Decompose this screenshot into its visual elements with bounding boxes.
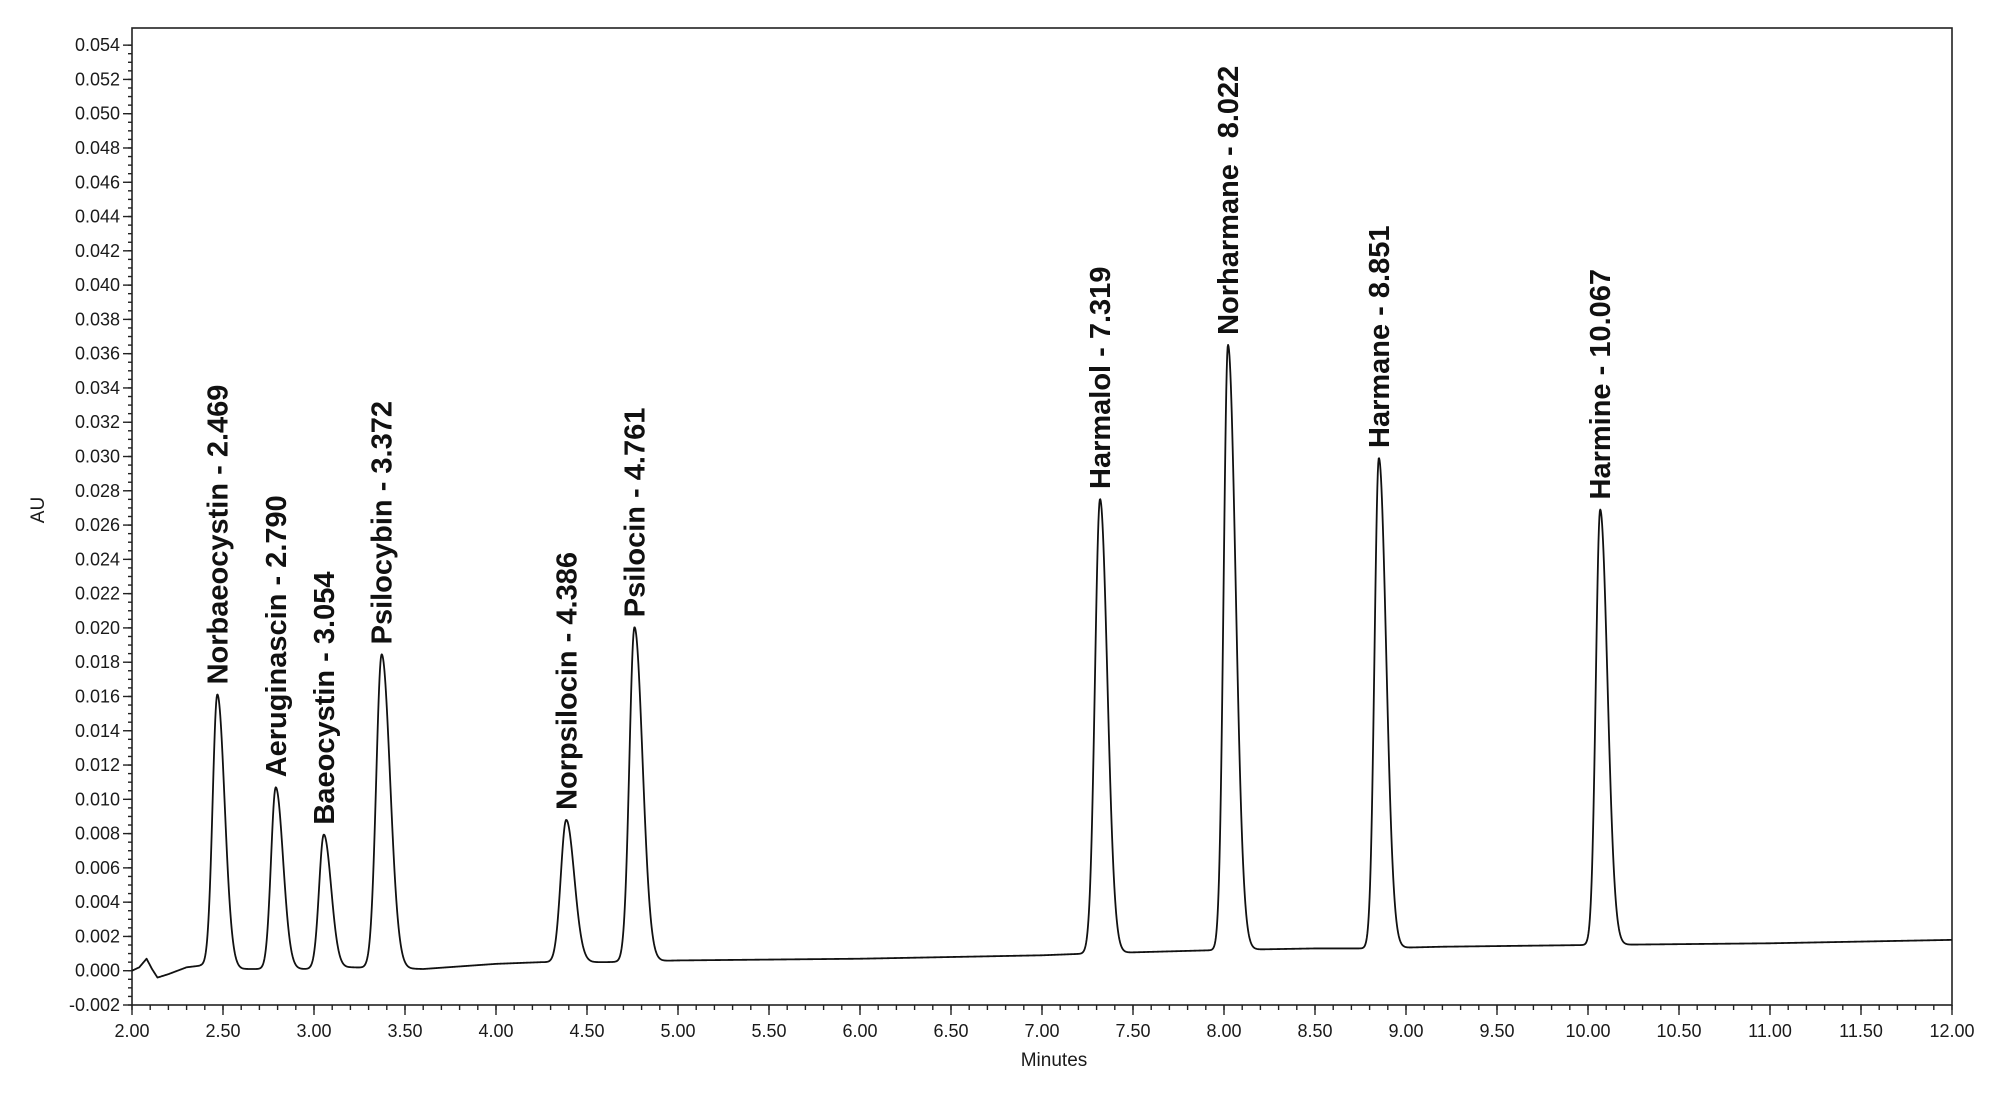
y-tick-label: 0.010 <box>75 789 120 809</box>
y-tick-label: 0.022 <box>75 584 120 604</box>
peak-label: Psilocin - 4.761 <box>620 408 652 618</box>
y-tick-label: 0.020 <box>75 618 120 638</box>
x-tick-label: 5.00 <box>660 1021 695 1041</box>
y-tick-label: 0.032 <box>75 412 120 432</box>
y-tick-label: 0.054 <box>75 35 120 55</box>
y-tick-label: 0.000 <box>75 961 120 981</box>
y-tick-label: 0.044 <box>75 207 120 227</box>
x-tick-label: 6.00 <box>842 1021 877 1041</box>
peak-label: Psilocybin - 3.372 <box>367 401 399 644</box>
peak-label: Harmane - 8.851 <box>1364 226 1396 448</box>
y-tick-label: 0.046 <box>75 172 120 192</box>
chromatogram-trace <box>131 344 1953 979</box>
x-tick-label: 2.50 <box>205 1021 240 1041</box>
y-tick-label: 0.026 <box>75 515 120 535</box>
y-tick-label: 0.018 <box>75 652 120 672</box>
x-tick-label: 6.50 <box>933 1021 968 1041</box>
peak-label: Harmine - 10.067 <box>1585 269 1617 500</box>
x-tick-label: 9.50 <box>1479 1021 1514 1041</box>
x-tick-label: 7.00 <box>1024 1021 1059 1041</box>
y-tick-label: 0.012 <box>75 755 120 775</box>
y-tick-label: 0.048 <box>75 138 120 158</box>
x-tick-label: 3.50 <box>387 1021 422 1041</box>
x-tick-label: 11.50 <box>1839 1021 1883 1041</box>
plot-frame <box>131 27 1953 1006</box>
y-axis-title: AU <box>28 497 49 523</box>
y-tick-label: 0.008 <box>75 824 120 844</box>
peak-label: Norpsilocin - 4.386 <box>551 552 583 810</box>
x-tick-label: 4.00 <box>478 1021 513 1041</box>
y-tick-label: 0.030 <box>75 447 120 467</box>
x-tick-label: 9.00 <box>1388 1021 1423 1041</box>
y-tick-label: -0.002 <box>69 995 120 1015</box>
x-tick-label: 10.50 <box>1656 1021 1701 1041</box>
peak-label: Norbaeocystin - 2.469 <box>202 385 234 685</box>
x-tick-label: 3.00 <box>296 1021 331 1041</box>
y-tick-label: 0.052 <box>75 69 120 89</box>
trace-layer <box>131 344 1953 979</box>
y-tick-label: 0.034 <box>75 378 120 398</box>
y-tick-label: 0.002 <box>75 926 120 946</box>
y-tick-label: 0.028 <box>75 481 120 501</box>
y-tick-label: 0.014 <box>75 721 120 741</box>
y-tick-label: 0.016 <box>75 686 120 706</box>
y-tick-label: 0.042 <box>75 241 120 261</box>
x-tick-label: 11.00 <box>1748 1021 1792 1041</box>
x-tick-label: 8.50 <box>1297 1021 1332 1041</box>
x-tick-label: 2.00 <box>114 1021 149 1041</box>
peak-label: Harmalol - 7.319 <box>1085 267 1117 489</box>
axes-layer: -0.002 0.000 0.002 0.004 0.006 0.008 0.010 0.01… <box>69 27 1975 1041</box>
x-axis-title: Minutes <box>1021 1050 1088 1071</box>
y-tick-label: 0.040 <box>75 275 120 295</box>
y-tick-label: 0.006 <box>75 858 120 878</box>
y-tick-label: 0.036 <box>75 344 120 364</box>
label-layer: Norbaeocystin - 2.469 Aeruginascin - 2.79… <box>202 66 1617 825</box>
peak-label: Norharmane - 8.022 <box>1213 66 1245 335</box>
x-tick-label: 8.00 <box>1206 1021 1241 1041</box>
x-tick-label: 7.50 <box>1115 1021 1150 1041</box>
peak-label: Aeruginascin - 2.790 <box>261 495 293 777</box>
x-tick-label: 12.00 <box>1929 1021 1974 1041</box>
y-tick-label: 0.004 <box>75 892 120 912</box>
peak-label: Baeocystin - 3.054 <box>309 572 341 825</box>
y-tick-label: 0.024 <box>75 549 120 569</box>
y-tick-label: 0.038 <box>75 309 120 329</box>
x-tick-label: 4.50 <box>569 1021 604 1041</box>
x-tick-label: 10.00 <box>1565 1021 1610 1041</box>
x-tick-label: 5.50 <box>751 1021 786 1041</box>
y-tick-label: 0.050 <box>75 104 120 124</box>
